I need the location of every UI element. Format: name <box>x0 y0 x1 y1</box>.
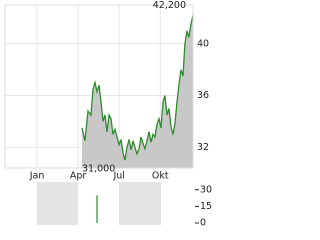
x-tick-label: Jan <box>29 171 45 182</box>
area-fill <box>81 15 193 168</box>
y-tick-label: 15 <box>200 201 212 212</box>
plot-frame <box>4 4 194 169</box>
x-tick-label: Apr <box>70 171 87 182</box>
y-tick-label: 32 <box>197 142 209 153</box>
y-tick-label: 36 <box>197 90 209 101</box>
y-tick-label: 0 <box>200 218 206 229</box>
value-annotation: 31,000 <box>82 164 115 175</box>
quarter-band <box>37 182 78 225</box>
y-tick-label: 40 <box>197 38 209 49</box>
chart: Jan Apr Jul Okt 32 36 40 42,200 31,000 30 15 0 <box>4 0 212 229</box>
x-tick-label: Jul <box>112 171 124 182</box>
quarter-band <box>119 182 161 225</box>
volume-bar <box>96 195 98 223</box>
x-tick-label: Okt <box>152 171 169 182</box>
price-line <box>81 15 194 161</box>
y-tick-label: 30 <box>200 184 212 195</box>
value-annotation: 42,200 <box>153 0 186 11</box>
